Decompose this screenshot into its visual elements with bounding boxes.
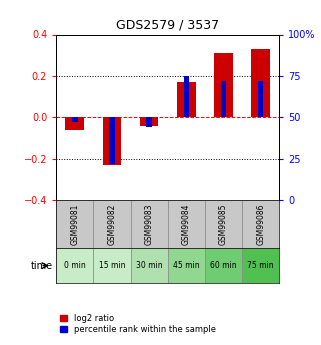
FancyBboxPatch shape [93,200,131,248]
FancyBboxPatch shape [205,248,242,283]
Text: 75 min: 75 min [247,261,274,270]
Text: GSM99085: GSM99085 [219,204,228,245]
Text: 0 min: 0 min [64,261,86,270]
Bar [72,117,78,122]
FancyBboxPatch shape [131,200,168,248]
Text: 15 min: 15 min [99,261,125,270]
Legend: log2 ratio, percentile rank within the sample: log2 ratio, percentile rank within the s… [60,314,216,334]
FancyBboxPatch shape [205,200,242,248]
FancyBboxPatch shape [131,248,168,283]
Text: GSM99081: GSM99081 [70,204,79,245]
FancyBboxPatch shape [242,248,279,283]
Bar [221,81,226,117]
FancyBboxPatch shape [93,248,131,283]
Bar [65,117,84,130]
Text: GSM99082: GSM99082 [108,204,117,245]
FancyBboxPatch shape [56,248,93,283]
Text: time: time [31,261,53,270]
Bar [258,81,264,117]
Text: 45 min: 45 min [173,261,200,270]
Text: 60 min: 60 min [210,261,237,270]
Text: GSM99084: GSM99084 [182,204,191,245]
Bar [109,117,115,164]
Bar [184,76,189,117]
Text: GSM99083: GSM99083 [145,204,154,245]
Title: GDS2579 / 3537: GDS2579 / 3537 [116,19,219,32]
Text: GSM99086: GSM99086 [256,204,265,245]
Bar [177,82,195,117]
Bar [251,49,270,117]
Text: 30 min: 30 min [136,261,162,270]
FancyBboxPatch shape [168,200,205,248]
Bar [140,117,159,126]
FancyBboxPatch shape [56,200,93,248]
Bar [214,53,233,117]
FancyBboxPatch shape [242,200,279,248]
FancyBboxPatch shape [168,248,205,283]
Bar [103,117,121,165]
Bar [146,117,152,127]
